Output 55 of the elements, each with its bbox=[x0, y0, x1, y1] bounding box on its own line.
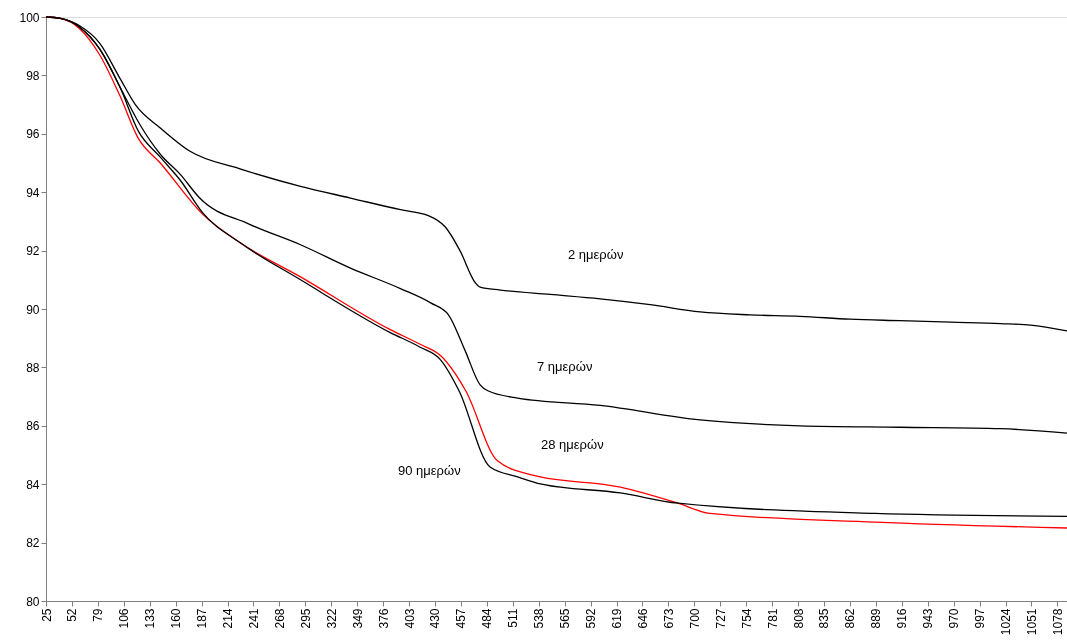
x-tick-label: 943 bbox=[921, 608, 936, 629]
x-tick-label: 916 bbox=[895, 608, 910, 629]
x-tick-label: 349 bbox=[350, 608, 365, 629]
x-tick-label: 754 bbox=[739, 608, 754, 629]
x-tick-label: 700 bbox=[687, 608, 702, 629]
x-tick-label: 133 bbox=[143, 608, 158, 629]
x-tick-label: 457 bbox=[454, 608, 469, 629]
x-tick-label: 565 bbox=[558, 608, 573, 629]
x-tick-label: 1024 bbox=[999, 608, 1014, 636]
x-tick-label: 970 bbox=[947, 608, 962, 629]
y-tick-label: 92 bbox=[26, 244, 40, 259]
x-tick-label: 1078 bbox=[1050, 608, 1065, 636]
x-tick-label: 214 bbox=[221, 608, 236, 629]
x-tick-label: 241 bbox=[246, 608, 261, 629]
x-tick-label: 781 bbox=[765, 608, 780, 629]
x-tick-label: 889 bbox=[869, 608, 884, 629]
x-tick-label: 835 bbox=[817, 608, 832, 629]
y-tick-label: 82 bbox=[26, 536, 40, 551]
x-tick-label: 997 bbox=[973, 608, 988, 629]
y-tick-label: 100 bbox=[19, 10, 40, 25]
x-tick-label: 511 bbox=[506, 608, 521, 628]
x-tick-label: 862 bbox=[843, 608, 858, 629]
annotation: 28 ημερών bbox=[541, 437, 604, 452]
y-tick-label: 80 bbox=[26, 594, 40, 609]
x-tick-label: 646 bbox=[635, 608, 650, 629]
x-tick-label: 403 bbox=[402, 608, 417, 629]
y-tick-label: 98 bbox=[26, 68, 40, 83]
x-tick-label: 619 bbox=[610, 608, 625, 629]
y-tick-label: 90 bbox=[26, 302, 40, 317]
x-tick-label: 79 bbox=[91, 608, 106, 622]
y-tick-label: 96 bbox=[26, 127, 40, 142]
x-tick-label: 25 bbox=[39, 608, 54, 622]
x-tick-label: 808 bbox=[791, 608, 806, 629]
x-tick-label: 430 bbox=[428, 608, 443, 629]
annotation: 90 ημερών bbox=[398, 463, 461, 478]
x-tick-label: 187 bbox=[195, 608, 210, 629]
x-tick-label: 106 bbox=[117, 608, 132, 629]
x-tick-label: 538 bbox=[532, 608, 547, 629]
x-tick-label: 592 bbox=[584, 608, 599, 629]
x-tick-label: 484 bbox=[480, 608, 495, 629]
x-tick-label: 52 bbox=[65, 608, 80, 622]
x-tick-label: 1051 bbox=[1024, 608, 1039, 636]
x-tick-label: 727 bbox=[713, 608, 728, 629]
x-tick-label: 268 bbox=[272, 608, 287, 629]
annotation: 2 ημερών bbox=[568, 247, 624, 262]
y-tick-label: 88 bbox=[26, 360, 40, 375]
x-tick-label: 376 bbox=[376, 608, 391, 629]
y-tick-label: 84 bbox=[26, 477, 40, 492]
x-tick-label: 322 bbox=[324, 608, 339, 629]
y-tick-label: 86 bbox=[26, 419, 40, 434]
x-tick-label: 160 bbox=[169, 608, 184, 629]
y-tick-label: 94 bbox=[26, 185, 40, 200]
annotation: 7 ημερών bbox=[537, 359, 593, 374]
x-tick-label: 673 bbox=[661, 608, 676, 629]
x-tick-label: 295 bbox=[298, 608, 313, 629]
